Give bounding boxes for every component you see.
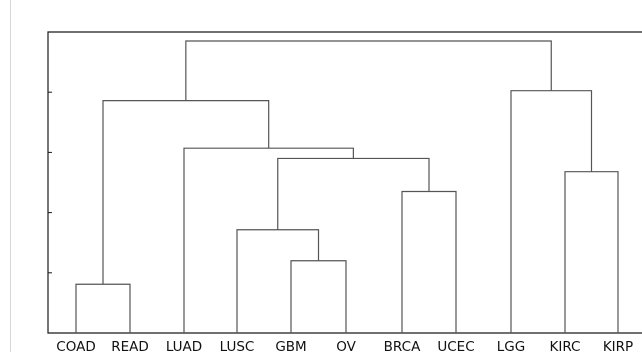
dendrogram-links xyxy=(75,40,619,333)
leaf-label-kirc: KIRC xyxy=(550,339,581,352)
leaf-label-luad: LUAD xyxy=(166,339,202,352)
merge-link-n3 xyxy=(236,229,320,333)
leaf-label-gbm: GBM xyxy=(275,339,306,352)
frame-border xyxy=(47,31,642,334)
y-axis-ticks xyxy=(48,91,52,274)
merge-link-n9 xyxy=(102,100,270,285)
leaf-label-kirp: KIRP xyxy=(603,339,633,352)
leaf-label-ucec: UCEC xyxy=(437,339,474,352)
merge-link-n7 xyxy=(183,147,354,333)
merge-link-n2 xyxy=(290,260,347,333)
leaf-labels: COAD READ LUAD LUSC GBM OV BRCA UCEC LGG KIRC KIRP xyxy=(56,339,633,352)
leaf-label-lgg: LGG xyxy=(497,339,525,352)
leaf-label-coad: COAD xyxy=(56,339,95,352)
merge-link-n8 xyxy=(510,90,593,333)
leaf-label-ov: OV xyxy=(336,339,356,352)
merge-link-n4 xyxy=(564,171,619,333)
leaf-label-lusc: LUSC xyxy=(220,339,255,352)
merge-link-n5 xyxy=(401,190,457,333)
leaf-label-read: READ xyxy=(111,339,149,352)
merge-link-n10 xyxy=(185,40,552,101)
merge-link-n1 xyxy=(75,283,131,333)
merge-link-n6 xyxy=(277,157,430,230)
leaf-label-brca: BRCA xyxy=(384,339,421,352)
plot-frame xyxy=(47,31,642,334)
